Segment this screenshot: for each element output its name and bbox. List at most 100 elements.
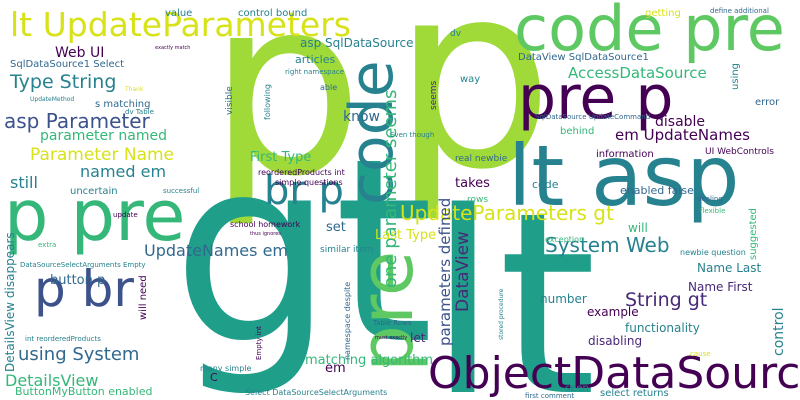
word: DetailsView disappears (3, 232, 17, 372)
word: following (263, 84, 272, 120)
word: many simple (200, 364, 252, 373)
word: String gt (625, 289, 707, 311)
word: update (113, 211, 138, 219)
word: rows (467, 195, 488, 205)
word: will (628, 221, 648, 235)
word: information (596, 149, 654, 160)
word: behind (560, 126, 594, 137)
word: s matching (95, 99, 150, 110)
word: set (326, 220, 346, 235)
word: First Type (250, 150, 311, 165)
word: newbie question (680, 248, 746, 257)
word: number (540, 292, 587, 306)
word: p pre (4, 175, 185, 257)
word: dealing (697, 195, 723, 203)
word: DataView SqlDataSource1 (518, 52, 649, 63)
word: thus ignores (250, 231, 281, 237)
word: p br (34, 260, 134, 318)
word: visible (225, 86, 235, 115)
word: br p (264, 168, 344, 214)
word: DetailsView (5, 371, 98, 390)
word: using System (18, 344, 139, 365)
word: lt UpdateParameters (10, 5, 351, 44)
word: pre (344, 251, 430, 372)
word: AccessDataSource (568, 64, 707, 82)
word: named em (80, 162, 166, 181)
word: ButtonMyButton enabled (15, 385, 152, 398)
word: uncertain (70, 186, 118, 197)
word: flexible (700, 207, 725, 215)
word: ObjectDataSource (428, 348, 800, 399)
word: DataView (453, 231, 473, 312)
word: DataSourceSelectArguments Empty (20, 261, 146, 269)
word: em UpdateNames (615, 126, 750, 144)
word: enabled false (620, 184, 694, 197)
word: code (337, 60, 407, 205)
word: Thank (124, 86, 144, 93)
word: example (587, 305, 639, 319)
word: cause (690, 350, 711, 358)
word: similar item (320, 245, 373, 255)
word: value (165, 8, 192, 19)
word: select returns (600, 388, 669, 399)
word: C (210, 371, 218, 384)
word: stored procedure (498, 288, 505, 340)
word: able (320, 83, 337, 92)
word: suggested (748, 208, 759, 260)
word: takes (455, 176, 490, 191)
word: Web UI (55, 45, 104, 61)
word: successful (163, 187, 199, 195)
word: one parameter seems (380, 90, 401, 288)
word: dv (450, 29, 462, 39)
word: still (10, 173, 38, 192)
word: Table Rows (372, 319, 412, 327)
word: Even though (390, 131, 434, 139)
word: real newbie (455, 154, 508, 164)
word: Select DataSourceSelectArguments (245, 388, 387, 397)
word: button p (50, 273, 105, 288)
word: right namespace (285, 68, 344, 76)
word: dv Table (125, 108, 154, 116)
word: p (208, 0, 364, 230)
word: school homework (230, 220, 301, 229)
word: code pre (514, 0, 785, 65)
word: seems (429, 80, 439, 110)
word: Empty int (255, 326, 263, 360)
word: exactly match (155, 45, 190, 51)
word: SqlDataSource1 Select (10, 59, 124, 70)
word: using (730, 63, 741, 90)
word: System Web (545, 233, 670, 257)
word: asp Parameter (4, 109, 151, 133)
word: extra (38, 241, 56, 249)
word: Last Type (375, 228, 436, 243)
word: exception (545, 235, 584, 244)
word: p (392, 0, 554, 226)
word: int reorderedProducts (25, 335, 101, 343)
word: must exactly (375, 335, 407, 341)
word: matching algorithm (305, 353, 433, 368)
word: gt (172, 104, 434, 400)
word: Type String (9, 71, 116, 93)
word: namespace despite (343, 282, 352, 360)
word: Name First (688, 280, 753, 294)
word: Parameter Name (30, 145, 174, 165)
word: lt (428, 159, 597, 400)
word: control (771, 307, 787, 356)
word: parameter named (40, 128, 167, 144)
word: way (460, 74, 480, 85)
word: Name Last (697, 261, 762, 275)
word: reorderedProducts int (258, 168, 345, 177)
word: simple questions (275, 178, 343, 187)
word: disable (655, 114, 705, 130)
word: articles (295, 53, 336, 66)
word: em (325, 361, 346, 376)
word: define additional (710, 7, 769, 15)
word: asp SqlDataSource (300, 36, 413, 50)
word: SqlDataSource UpdateCommand (535, 113, 650, 121)
word: first comment (525, 392, 574, 400)
word: let (410, 331, 426, 345)
word: seen (565, 383, 589, 394)
word: code (532, 178, 559, 191)
word: error (755, 97, 780, 108)
